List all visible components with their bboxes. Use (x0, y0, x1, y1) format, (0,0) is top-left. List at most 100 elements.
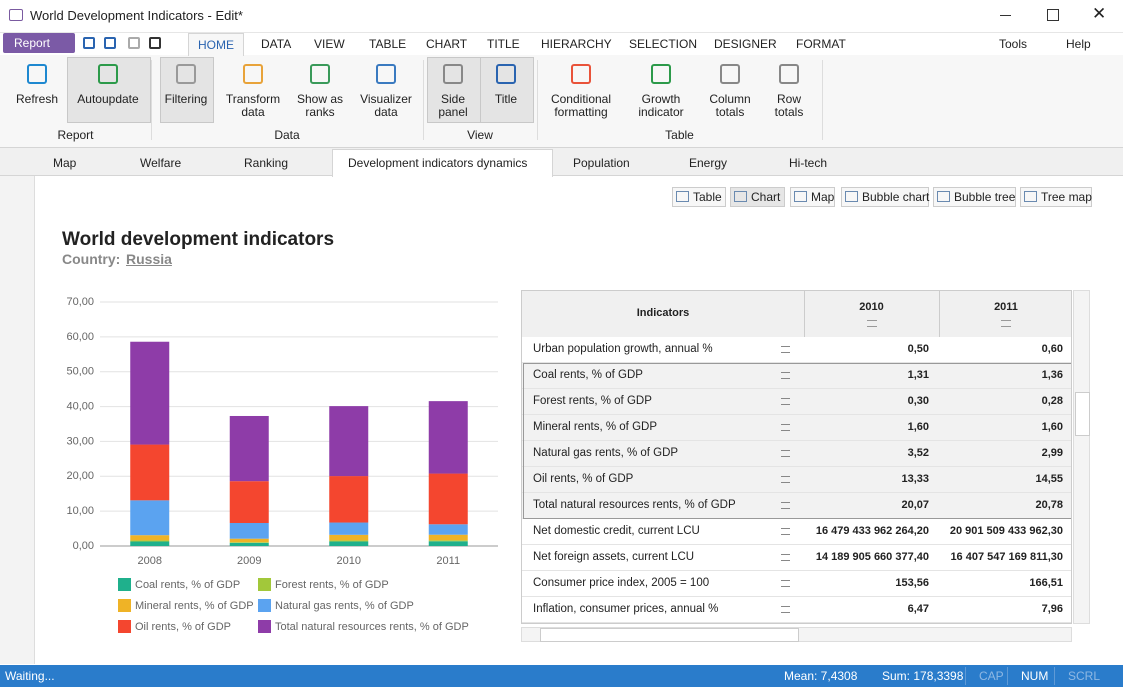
bar-segment (229, 522, 269, 539)
ribbon-button[interactable]: Transform data (225, 92, 281, 119)
row-label: Net foreign assets, current LCU (533, 551, 695, 563)
ribbon-tab[interactable]: VIEW (314, 37, 345, 51)
ribbon-tab[interactable]: DESIGNER (714, 37, 777, 51)
row-filter[interactable] (781, 450, 790, 457)
ribbon-tab[interactable]: SELECTION (629, 37, 698, 51)
document-tab[interactable]: Welfare (140, 156, 182, 170)
ribbon-button[interactable]: Refresh (15, 92, 59, 106)
ribbon-tab[interactable]: FORMAT (796, 37, 846, 51)
document-tab[interactable]: Map (53, 156, 77, 170)
row-filter[interactable] (781, 502, 790, 509)
row-filter[interactable] (781, 424, 790, 431)
column-filter[interactable] (1001, 320, 1011, 327)
quick-access-icon[interactable] (128, 37, 140, 49)
view-button[interactable]: Chart (730, 187, 785, 207)
maximize-button[interactable] (1047, 9, 1059, 21)
ribbon-tab[interactable]: DATA (261, 37, 292, 51)
status-indicator: NUM (1021, 669, 1049, 683)
cell-value: 7,96 (1041, 603, 1063, 615)
column-header[interactable]: 2011 (994, 301, 1018, 313)
tab-close[interactable] (851, 155, 859, 163)
ribbon-button[interactable]: Growth indicator (638, 92, 684, 119)
ribbon-button[interactable]: Visualizer data (360, 92, 412, 119)
ribbon-button-frame[interactable] (480, 57, 534, 123)
ribbon-tab[interactable]: TITLE (487, 37, 520, 51)
bar-segment (428, 534, 468, 541)
tab-close[interactable] (310, 155, 318, 163)
table-row (522, 441, 1071, 467)
tab-close[interactable] (750, 155, 758, 163)
view-button[interactable]: Bubble tree (933, 187, 1016, 207)
view-button[interactable]: Tree map (1020, 187, 1092, 207)
scroll-thumb[interactable] (1075, 392, 1090, 436)
ribbon-button[interactable]: Autoupdate (77, 92, 139, 106)
row-filter[interactable] (781, 398, 790, 405)
tab-close[interactable] (101, 155, 109, 163)
document-tab[interactable]: Development indicators dynamics (348, 156, 528, 170)
tab-close[interactable] (206, 155, 214, 163)
bar-segment (428, 524, 468, 535)
selection-frame (523, 363, 1071, 519)
ribbon-tab[interactable]: TABLE (369, 37, 407, 51)
x-tick-label: 2008 (138, 555, 162, 567)
view-button[interactable]: Bubble chart (841, 187, 929, 207)
y-tick-label: 60,00 (66, 331, 94, 343)
report-button[interactable]: Report (3, 33, 75, 53)
quick-access-icon[interactable] (149, 37, 161, 49)
status-bar (0, 665, 1123, 687)
row-filter[interactable] (781, 528, 790, 535)
bar-segment (229, 542, 269, 543)
document-tab[interactable]: Ranking (244, 156, 289, 170)
row-filter[interactable] (781, 554, 790, 561)
ribbon-tab[interactable]: CHART (426, 37, 468, 51)
ribbon-icon (651, 64, 671, 84)
help-menu[interactable]: Help (1066, 37, 1091, 51)
column-header[interactable]: Indicators (636, 307, 690, 319)
row-filter[interactable] (781, 372, 790, 379)
bar-segment (130, 541, 170, 546)
row-filter[interactable] (781, 606, 790, 613)
legend-swatch (258, 578, 271, 591)
country-link[interactable]: Russia (126, 251, 172, 267)
ribbon-button-frame[interactable] (160, 57, 214, 123)
vertical-scrollbar[interactable] (1073, 290, 1090, 624)
document-tab[interactable]: Hi-tech (789, 156, 828, 170)
ribbon-button-frame[interactable] (67, 57, 151, 123)
document-tab[interactable]: Energy (689, 156, 728, 170)
ribbon-button[interactable]: Row totals (774, 92, 804, 119)
cell-value: 20,07 (901, 499, 929, 511)
column-header[interactable]: 2010 (859, 301, 884, 313)
table-row (522, 493, 1071, 519)
bar-segment (130, 341, 170, 445)
ribbon-group-label: Report (57, 128, 94, 142)
ribbon-button[interactable]: Filtering (164, 92, 208, 106)
tab-close[interactable] (651, 155, 659, 163)
ribbon-icon (720, 64, 740, 84)
ribbon-button[interactable]: Show as ranks (296, 92, 344, 119)
scroll-thumb[interactable] (540, 628, 799, 642)
minimize-button[interactable] (1000, 15, 1011, 16)
ribbon-button[interactable]: Column totals (709, 92, 751, 119)
tools-menu[interactable]: Tools (999, 37, 1028, 51)
view-button[interactable]: Map (790, 187, 835, 207)
row-filter[interactable] (781, 346, 790, 353)
quick-access-icon[interactable] (104, 37, 116, 49)
table-row (522, 597, 1071, 623)
document-tab[interactable]: Population (573, 156, 630, 170)
ribbon-tab[interactable]: HIERARCHY (541, 37, 612, 51)
row-label: Inflation, consumer prices, annual % (533, 603, 719, 615)
row-filter[interactable] (781, 580, 790, 587)
bar-segment (428, 401, 468, 474)
row-filter[interactable] (781, 476, 790, 483)
ribbon-button[interactable]: Title (494, 92, 518, 106)
column-filter[interactable] (866, 320, 877, 327)
status-divider (1007, 667, 1008, 685)
ribbon-tab[interactable]: HOME (188, 33, 244, 56)
close-button[interactable]: ✕ (1092, 4, 1107, 23)
quick-access-icon[interactable] (83, 37, 95, 49)
ribbon-button[interactable]: Side panel (438, 92, 468, 119)
ribbon-button[interactable]: Conditional formatting (550, 92, 612, 119)
view-button[interactable]: Table (672, 187, 726, 207)
tab-close[interactable] (535, 155, 543, 163)
ribbon-icon (779, 64, 799, 84)
